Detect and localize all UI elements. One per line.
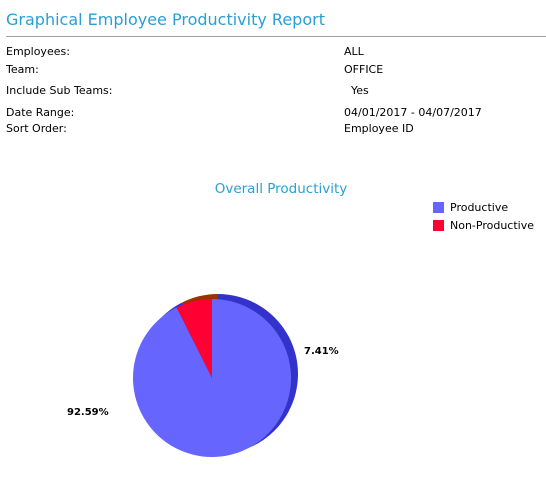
param-label-team: Team: <box>6 63 39 76</box>
param-label-sort-order: Sort Order: <box>6 122 67 135</box>
legend-swatch-non-productive <box>433 219 444 231</box>
legend-item-non-productive: Non-Productive <box>433 216 534 234</box>
pie-slice-non-productive <box>176 299 212 378</box>
legend-label-non-productive: Non-Productive <box>450 218 534 232</box>
legend-item-productive: Productive <box>433 198 534 216</box>
chart-title: Overall Productivity <box>214 181 348 197</box>
param-value-employees: ALL <box>344 45 364 58</box>
title-divider <box>6 36 546 37</box>
param-value-include-sub-teams: Yes <box>351 84 369 97</box>
param-value-team: OFFICE <box>344 63 384 76</box>
pie-label-productive: 92.59% <box>67 407 109 418</box>
param-value-sort-order: Employee ID <box>344 122 414 135</box>
param-label-include-sub-teams: Include Sub Teams: <box>6 84 113 97</box>
chart-legend: Productive Non-Productive <box>433 198 534 234</box>
report-title: Graphical Employee Productivity Report <box>6 10 325 29</box>
param-label-employees: Employees: <box>6 45 70 58</box>
pie-label-non-productive: 7.41% <box>304 346 339 357</box>
param-label-date-range: Date Range: <box>6 106 75 119</box>
legend-label-productive: Productive <box>450 200 509 214</box>
legend-swatch-productive <box>433 201 444 213</box>
param-value-date-range: 04/01/2017 - 04/07/2017 <box>344 106 482 119</box>
